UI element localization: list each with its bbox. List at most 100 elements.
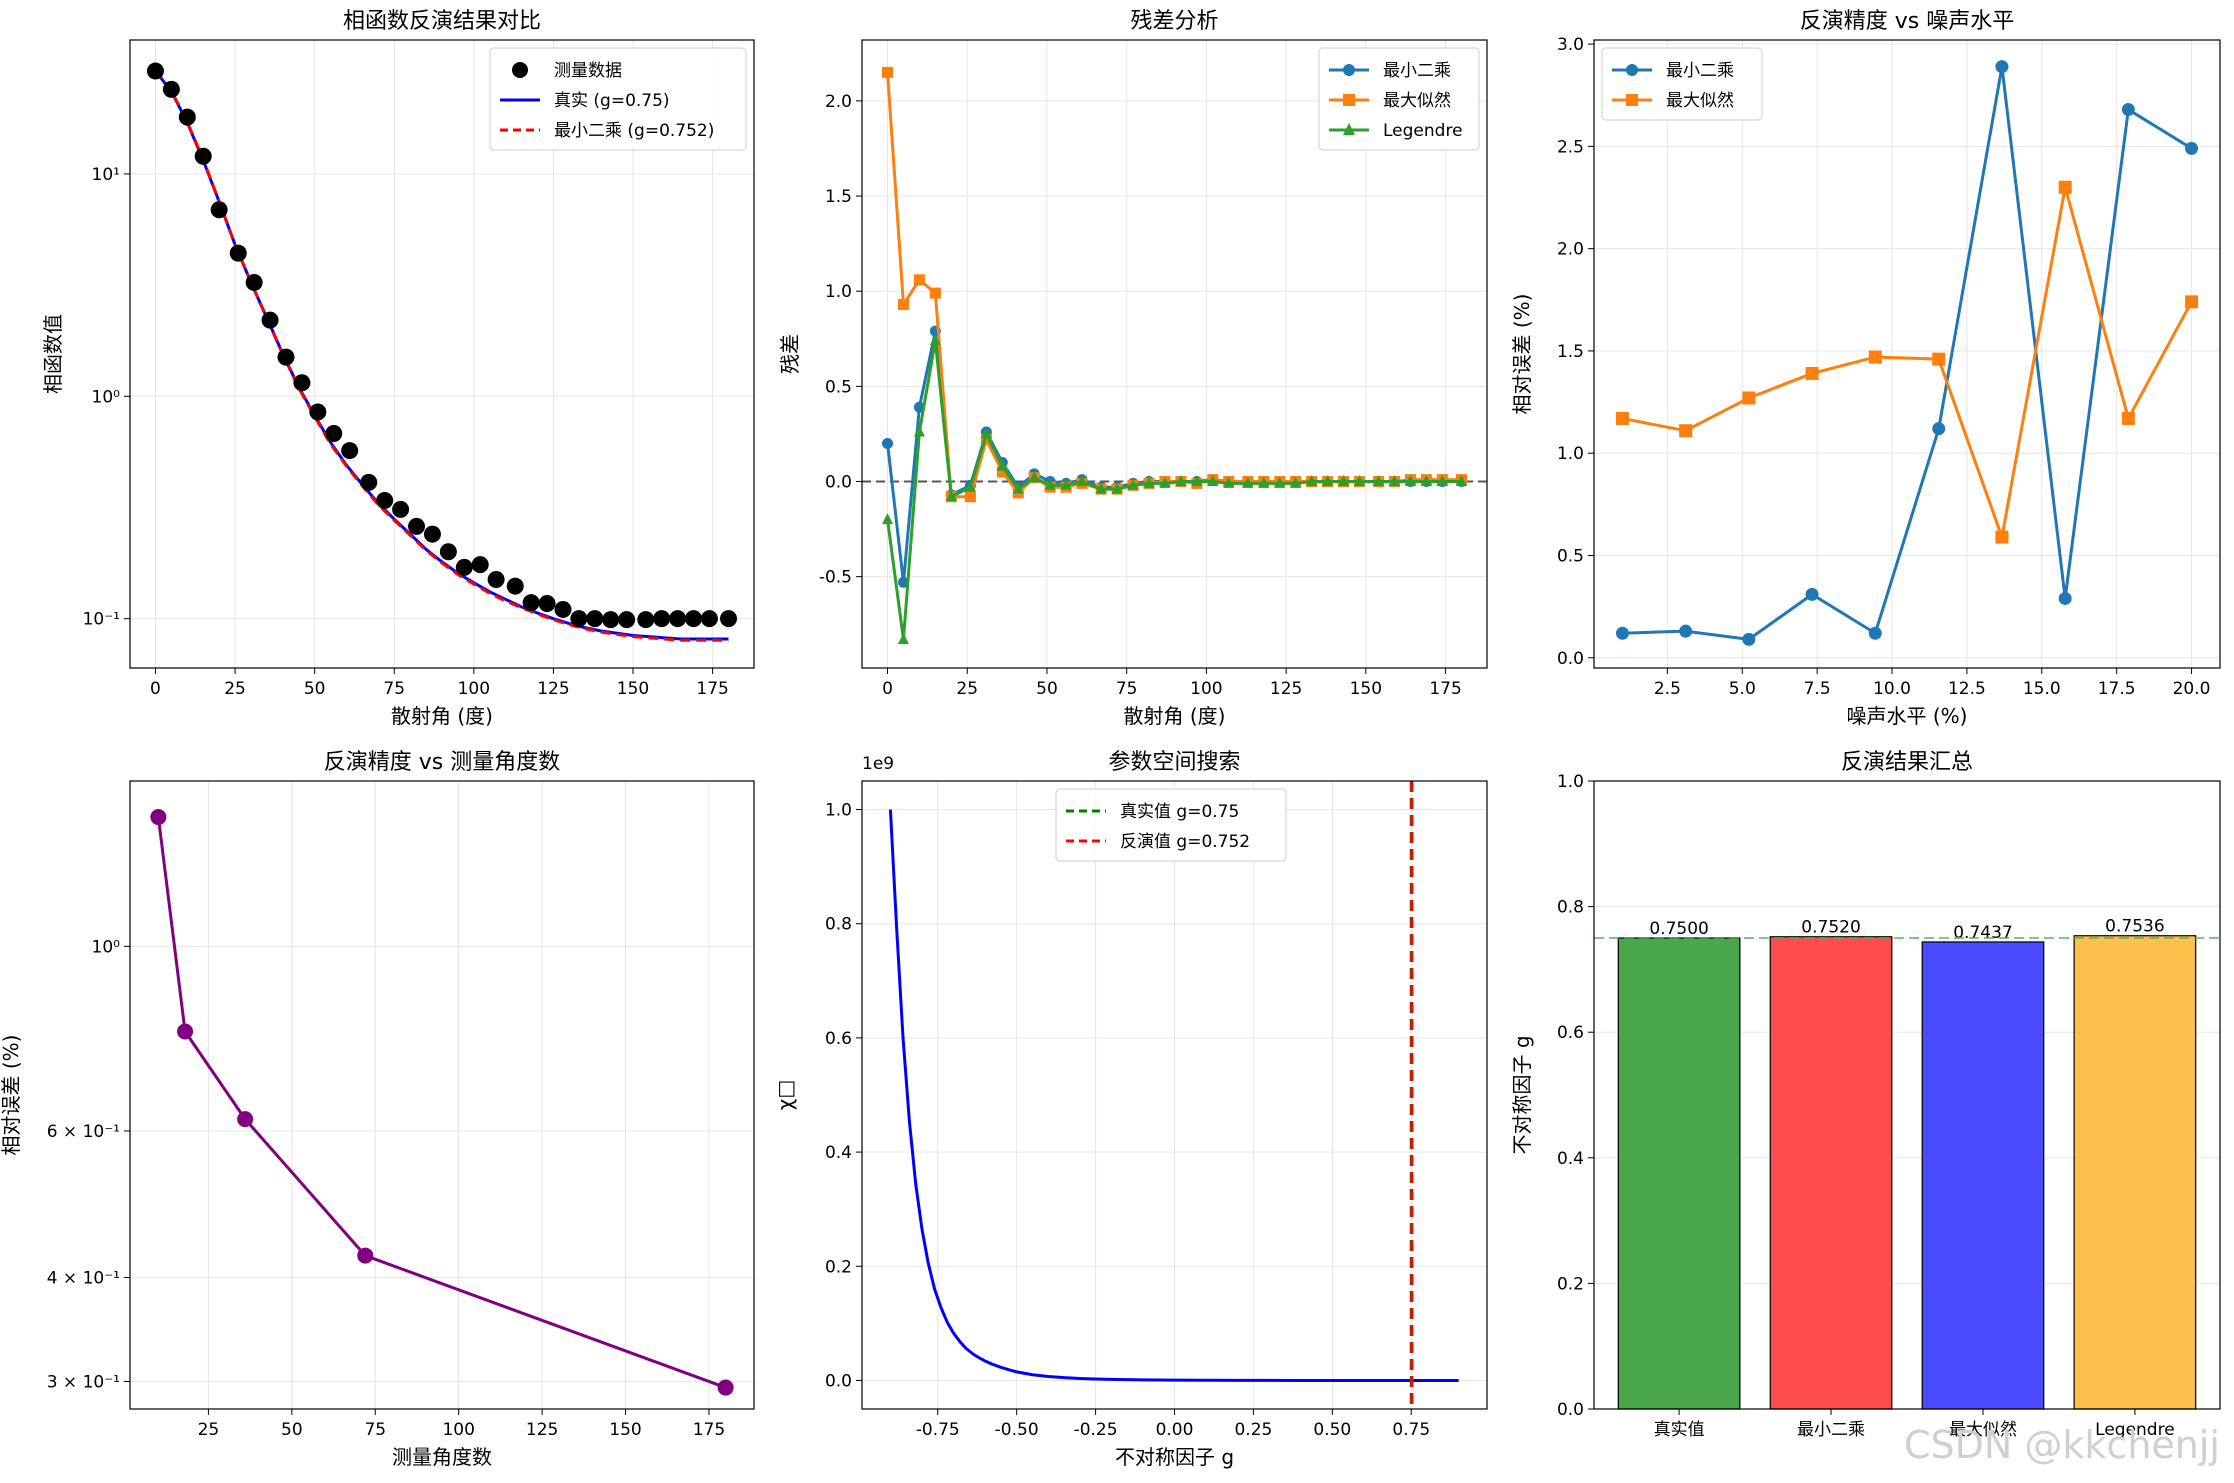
panel-3: 反演精度 vs 噪声水平 2.5 5.0 7.5 10.0 12.5 15.0 17.5 20.… xyxy=(1510,9,2221,728)
data-point xyxy=(882,513,894,525)
y-tick-label: 0.0 xyxy=(825,473,852,493)
legend-label: 真实 (g=0.75) xyxy=(554,91,670,111)
x-axis-label: 噪声水平 (%) xyxy=(1847,704,1968,728)
data-point xyxy=(1868,350,1882,364)
legend-label: 测量数据 xyxy=(554,61,622,81)
data-point xyxy=(1343,64,1355,76)
x-tick-label: 125 xyxy=(526,1420,558,1440)
data-point xyxy=(237,1111,254,1128)
x-tick-label: 最小二乘 xyxy=(1797,1420,1865,1440)
x-tick-label: Legendre xyxy=(2095,1420,2175,1440)
data-point xyxy=(2185,295,2199,309)
y-tick-label: 0.5 xyxy=(1557,546,1584,566)
x-tick-label: 15.0 xyxy=(2023,679,2061,699)
x-tick-label: -0.50 xyxy=(995,1420,1039,1440)
data-point xyxy=(882,66,894,78)
x-tick-label: 75 xyxy=(383,679,405,699)
x-axis-label: 散射角 (度) xyxy=(1124,704,1226,728)
data-point xyxy=(1626,64,1638,76)
data-point xyxy=(210,201,228,219)
legend-label: 最小二乘 xyxy=(1666,61,1734,81)
x-tick-label: 7.5 xyxy=(1804,679,1831,699)
x-tick-label: 175 xyxy=(1429,679,1461,699)
series-line xyxy=(886,329,1462,584)
data-point xyxy=(929,287,941,299)
bar xyxy=(1769,936,1893,1410)
data-point xyxy=(637,611,655,629)
data-point xyxy=(700,610,718,628)
chart-title: 残差分析 xyxy=(1130,9,1218,34)
chart-title: 相函数反演结果对比 xyxy=(343,9,541,34)
data-point xyxy=(669,610,687,628)
y-tick-label: 1.5 xyxy=(1557,342,1584,362)
legend-label: 反演值 g=0.752 xyxy=(1120,832,1250,852)
data-point xyxy=(1932,352,1946,366)
y-axis-label: χ□ xyxy=(773,1080,797,1110)
legend-marker xyxy=(512,62,528,78)
x-tick-label: 25 xyxy=(198,1420,220,1440)
data-point xyxy=(341,442,359,460)
data-point xyxy=(229,244,247,262)
data-point xyxy=(325,425,343,443)
x-tick-label: 12.5 xyxy=(1948,679,1986,699)
data-point xyxy=(392,500,410,518)
data-point xyxy=(980,427,992,439)
data-point xyxy=(1404,475,1416,487)
data-point xyxy=(1932,422,1946,436)
y-tick-label: 0.5 xyxy=(825,377,852,397)
plot-frame xyxy=(1593,780,2221,1410)
y-tick-label: 2.0 xyxy=(825,92,852,112)
data-point xyxy=(1191,475,1203,487)
y-axis-label: 相函数值 xyxy=(41,314,65,394)
data-point xyxy=(1679,624,1693,638)
y-tick-label: 0.4 xyxy=(1557,1149,1584,1169)
y-tick-label: 10¹ xyxy=(92,165,120,185)
x-tick-label: 5.0 xyxy=(1729,679,1756,699)
data-point xyxy=(309,403,327,421)
x-axis-label: 测量角度数 xyxy=(392,1445,492,1469)
chart-title: 参数空间搜索 xyxy=(1108,750,1240,775)
y-tick-label: 1.0 xyxy=(1557,444,1584,464)
data-point xyxy=(1290,476,1302,488)
data-point xyxy=(1805,366,1819,380)
bar-value-label: 0.7500 xyxy=(1649,919,1708,939)
x-tick-label: 25 xyxy=(956,679,978,699)
data-point xyxy=(685,610,703,628)
data-point xyxy=(1389,475,1401,487)
data-point xyxy=(964,491,976,503)
data-point xyxy=(1044,478,1056,490)
plot-frame xyxy=(129,39,755,669)
data-point xyxy=(360,473,378,491)
x-axis-label: 散射角 (度) xyxy=(391,704,493,728)
data-point xyxy=(1742,632,1756,646)
data-point xyxy=(522,594,540,612)
y-tick-label: -0.5 xyxy=(819,568,852,588)
data-point xyxy=(245,273,263,291)
data-point xyxy=(1615,626,1629,640)
legend-box xyxy=(1318,47,1480,151)
panel-1: 相函数反演结果对比 0 25 50 75 100 125 150 175 10¹ 10⁰ 10⁻¹ 散射… xyxy=(41,9,755,728)
y-tick-label: 0.4 xyxy=(825,1143,852,1163)
panel-2: 残差分析 0 25 50 75 100 125 150 175 -0.5 0.0 0.5 1.0 1.5 2… xyxy=(778,9,1488,728)
data-point xyxy=(471,556,489,574)
x-tick-label: 175 xyxy=(693,1420,725,1440)
data-point xyxy=(2058,591,2072,605)
data-point xyxy=(1322,475,1334,487)
y-tick-label: 0.8 xyxy=(825,915,852,935)
plot-frame xyxy=(861,780,1488,1410)
data-point xyxy=(1420,475,1432,487)
series-line xyxy=(1622,185,2193,539)
data-point xyxy=(1012,482,1024,494)
data-point xyxy=(1338,475,1350,487)
data-point xyxy=(423,525,441,543)
x-tick-label: 50 xyxy=(281,1420,303,1440)
x-tick-label: 0 xyxy=(882,679,893,699)
data-point xyxy=(996,459,1008,471)
chart-title: 反演结果汇总 xyxy=(1841,750,1973,775)
x-tick-label: 150 xyxy=(1350,679,1382,699)
series-line xyxy=(888,809,1459,1382)
data-point xyxy=(177,1023,194,1040)
data-point xyxy=(1242,476,1254,488)
data-point xyxy=(293,374,311,392)
